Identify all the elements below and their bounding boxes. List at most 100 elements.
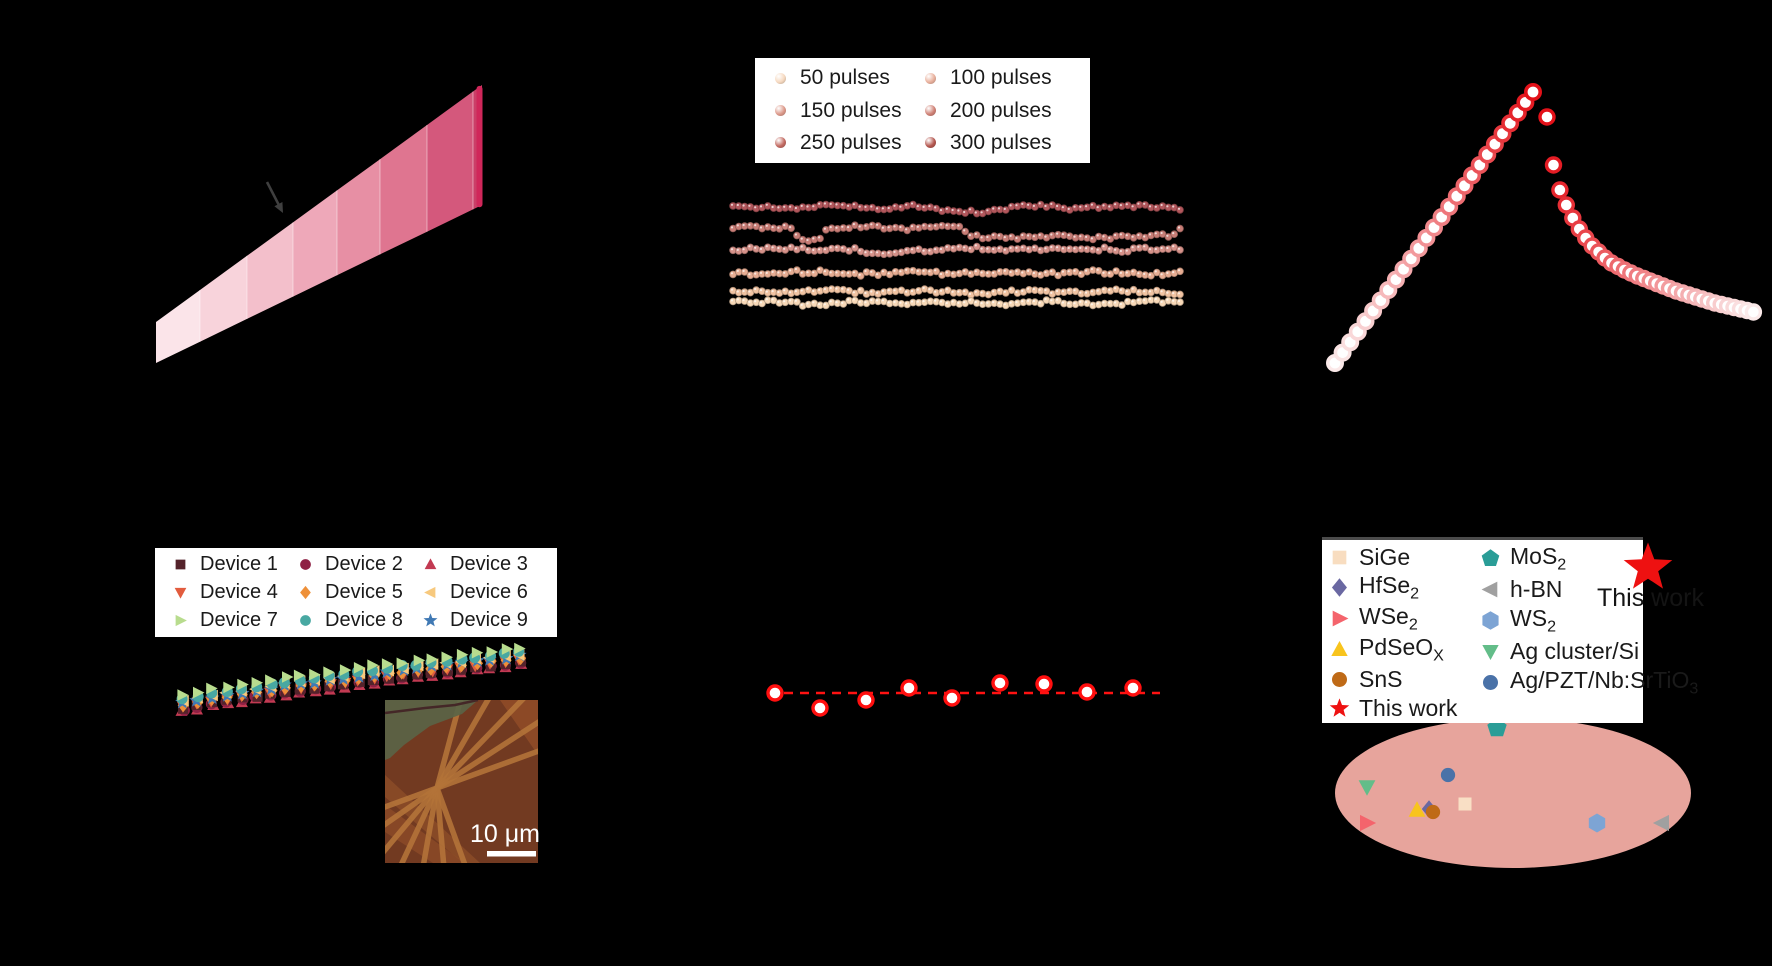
retention-dot-highlight	[887, 272, 890, 275]
retention-dot-highlight	[1032, 235, 1035, 238]
retention-dot-highlight	[1073, 247, 1076, 250]
data-point	[811, 699, 829, 717]
retention-dot-highlight	[1119, 204, 1122, 207]
legend-item-device-6: Device 6	[423, 581, 557, 604]
retention-dot-highlight	[759, 226, 763, 229]
benchmark-marker-sige	[1458, 797, 1472, 811]
materials-legend-col1: SiGe HfSe2 WSe2 PdSeOX SnS This work	[1322, 543, 1480, 723]
retention-dot-highlight	[922, 300, 925, 303]
retention-dot-highlight	[1172, 271, 1175, 274]
retention-dot-highlight	[1015, 236, 1018, 240]
marker-triangle-up	[424, 558, 437, 570]
rise-point	[1524, 83, 1543, 102]
retention-dot-highlight	[1027, 234, 1030, 237]
retention-dot-highlight	[1137, 290, 1140, 293]
retention-dot-highlight	[945, 288, 948, 291]
device-cluster	[249, 677, 264, 704]
retention-dot-highlight	[910, 289, 914, 293]
retention-dot-highlight	[968, 298, 972, 301]
device-cluster	[205, 682, 220, 710]
data-point	[943, 689, 961, 707]
retention-dot-highlight	[1067, 289, 1070, 292]
retention-dot-highlight	[997, 269, 1001, 272]
cluster-marker-device-7	[413, 654, 426, 667]
retention-dot-highlight	[951, 272, 954, 275]
legend-item-ag-pzt-nb-srtio-3-: Ag/PZT/Nb:SrTiO3	[1480, 667, 1698, 698]
retention-dot-highlight	[847, 248, 850, 251]
marker-square	[175, 559, 186, 570]
retention-dot-highlight	[1027, 287, 1030, 290]
retention-dot-highlight	[963, 210, 966, 214]
retention-dot-highlight	[1067, 302, 1070, 305]
retention-dot-highlight	[759, 271, 763, 274]
legend-item-device-8: Device 8	[298, 609, 423, 632]
cluster-marker-device-7	[456, 648, 469, 661]
marker-circle	[1482, 674, 1499, 691]
retention-dot	[816, 234, 824, 243]
retention-dot-highlight	[1021, 300, 1024, 303]
retention-dot-highlight	[1108, 236, 1111, 239]
legend-item-label: Ag/PZT/Nb:SrTiO3	[1510, 666, 1699, 698]
legend-item-label: 150 pulses	[800, 98, 902, 122]
retention-dot-highlight	[777, 246, 780, 250]
retention-dot-highlight	[992, 233, 995, 236]
retention-dot-highlight	[1114, 268, 1117, 271]
legend-item-label: Ag cluster/Si	[1510, 638, 1640, 664]
cluster-marker-device-7	[441, 651, 453, 664]
retention-dot-highlight	[847, 298, 850, 301]
retention-dot-highlight	[1003, 248, 1006, 251]
retention-dot-highlight	[957, 301, 960, 304]
marker-triangle-right	[175, 614, 187, 627]
benchmark-ellipse	[1335, 718, 1691, 868]
cluster-marker-device-7	[265, 674, 277, 686]
retention-dot-highlight	[968, 271, 972, 275]
retention-dot-highlight	[812, 301, 815, 304]
decay-point	[1538, 108, 1556, 126]
retention-dot-highlight	[1114, 233, 1117, 237]
retention-dot	[955, 222, 964, 231]
retention-dot-highlight	[945, 245, 948, 248]
device-cluster	[175, 689, 190, 716]
legend-item-device-5: Device 5	[298, 581, 423, 604]
retention-dot-highlight	[1021, 202, 1024, 205]
retention-dot-highlight	[963, 290, 966, 293]
retention-dot-highlight	[887, 206, 890, 210]
retention-dot-highlight	[812, 271, 815, 274]
cluster-marker-device-7	[293, 669, 306, 682]
retention-dot-highlight	[1125, 234, 1128, 237]
retention-dot-highlight	[1177, 247, 1181, 250]
legend-item-label: Device 6	[450, 581, 528, 603]
retention-dot-highlight	[759, 205, 763, 208]
retention-dot-highlight	[1177, 299, 1181, 303]
retention-dot-highlight	[765, 271, 768, 274]
retention-dot-highlight	[939, 272, 943, 276]
retention-dot-highlight	[916, 205, 919, 208]
retention-dot-highlight	[858, 205, 861, 208]
retention-dot-highlight	[771, 290, 774, 293]
retention-dot	[793, 298, 801, 306]
retention-dot-highlight	[852, 271, 856, 274]
retention-dot-highlight	[893, 289, 896, 292]
legend-item-label: 300 pulses	[950, 130, 1052, 154]
retention-dot-highlight	[893, 269, 896, 272]
retention-dot-highlight	[1131, 205, 1134, 208]
retention-dot-highlight	[777, 271, 780, 274]
benchmark-marker-wse2	[1360, 814, 1377, 832]
retention-dot-highlight	[986, 292, 989, 295]
flake-region	[385, 700, 478, 760]
retention-dot-highlight	[951, 300, 954, 303]
legend-item-label: Device 8	[325, 609, 403, 631]
retention-dot-highlight	[1119, 288, 1122, 291]
retention-dot-highlight	[1148, 205, 1152, 208]
retention-dot-highlight	[742, 269, 745, 272]
cluster-marker-device-7	[396, 657, 409, 670]
retention-dot-highlight	[1009, 234, 1012, 237]
retention-dot-highlight	[922, 286, 925, 289]
retention-dot-highlight	[1177, 269, 1181, 272]
retention-dot-highlight	[1027, 247, 1030, 250]
retention-dot-highlight	[1021, 289, 1024, 292]
retention-dot-highlight	[1166, 205, 1169, 208]
legend-item-label: SnS	[1359, 666, 1403, 692]
marker-star	[423, 613, 438, 627]
